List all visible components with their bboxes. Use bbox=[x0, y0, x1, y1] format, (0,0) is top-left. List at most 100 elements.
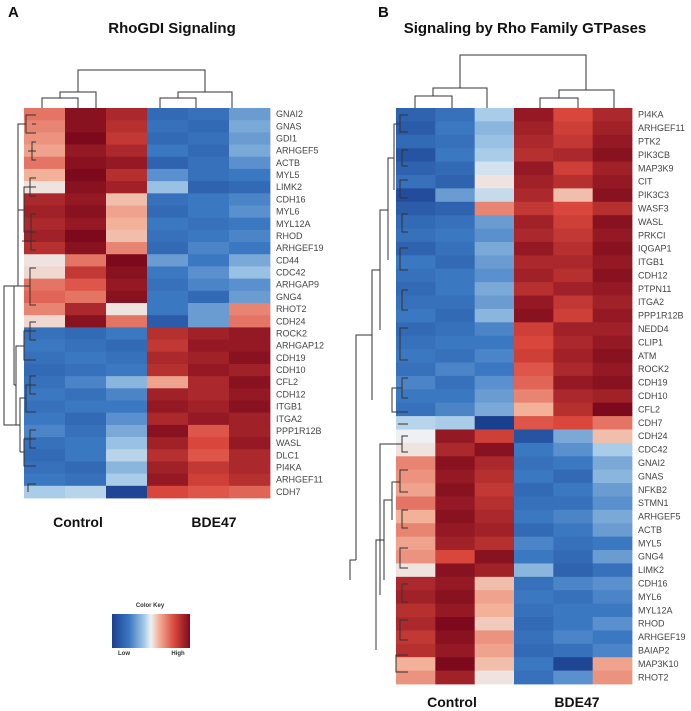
heat-cell bbox=[514, 322, 554, 337]
heat-cell bbox=[24, 339, 66, 353]
heat-cell bbox=[592, 349, 633, 363]
heat-cell bbox=[229, 315, 271, 328]
heat-cell bbox=[553, 483, 594, 497]
heat-cell bbox=[24, 132, 66, 145]
heat-cell bbox=[435, 536, 476, 551]
heat-cell bbox=[24, 181, 66, 194]
heat-cell bbox=[229, 351, 271, 365]
heat-cell bbox=[592, 268, 633, 283]
gene-label: CDH24 bbox=[276, 316, 306, 326]
heat-cell bbox=[553, 255, 594, 270]
heat-cell bbox=[474, 174, 515, 189]
heat-cell bbox=[188, 400, 230, 414]
heat-cell bbox=[396, 362, 436, 377]
heat-cell bbox=[514, 496, 554, 511]
heat-cell bbox=[553, 282, 594, 296]
heat-cell bbox=[188, 168, 230, 182]
heat-cell bbox=[396, 550, 436, 564]
heat-cell bbox=[24, 485, 66, 499]
heat-cell bbox=[553, 295, 594, 310]
heat-cell bbox=[188, 144, 230, 158]
heat-cell bbox=[147, 156, 189, 170]
gene-label: PI4KA bbox=[638, 110, 664, 120]
gene-label: ACTB bbox=[276, 158, 300, 168]
heat-cell bbox=[474, 308, 515, 323]
heat-cell bbox=[147, 449, 189, 462]
heat-cell bbox=[65, 266, 107, 280]
heat-cell bbox=[106, 449, 148, 462]
heat-cell bbox=[106, 303, 148, 316]
group-label-bde47-b: BDE47 bbox=[554, 694, 599, 710]
heat-cell bbox=[474, 402, 515, 417]
heat-cell bbox=[553, 161, 594, 176]
heat-cell bbox=[396, 563, 436, 578]
heat-cell bbox=[188, 437, 230, 450]
heat-cell bbox=[147, 181, 189, 194]
gene-label: PIK3CB bbox=[638, 150, 670, 160]
heat-cell bbox=[592, 215, 633, 229]
heat-cell bbox=[514, 362, 554, 377]
gene-label: WASL bbox=[276, 438, 301, 448]
heat-cell bbox=[553, 469, 594, 484]
heat-cell bbox=[396, 121, 436, 136]
heat-cell bbox=[229, 303, 271, 316]
heat-cell bbox=[147, 461, 189, 475]
color-key-low: Low bbox=[118, 651, 130, 657]
heat-cell bbox=[106, 254, 148, 267]
heat-cell bbox=[435, 282, 476, 296]
gene-label: PTK2 bbox=[638, 136, 661, 146]
heat-cell bbox=[514, 295, 554, 310]
heat-cell bbox=[229, 181, 271, 194]
heat-cell bbox=[24, 424, 66, 438]
heat-cell bbox=[396, 402, 436, 417]
gene-label: CDH7 bbox=[276, 487, 301, 497]
heat-cell bbox=[188, 132, 230, 145]
heat-cell bbox=[147, 193, 189, 206]
gene-label: CDH19 bbox=[638, 378, 668, 388]
heat-cell bbox=[474, 389, 515, 404]
heat-cell bbox=[147, 266, 189, 280]
gene-label: BAIAP2 bbox=[638, 646, 670, 656]
heat-cell bbox=[435, 268, 476, 283]
gene-label: MYL12A bbox=[638, 605, 673, 615]
heat-cell bbox=[396, 456, 436, 471]
heat-cell bbox=[147, 120, 189, 133]
heat-cell bbox=[435, 469, 476, 484]
gene-label: CD44 bbox=[276, 255, 299, 265]
heat-cell bbox=[106, 461, 148, 475]
heat-cell bbox=[106, 400, 148, 414]
heat-cell bbox=[435, 241, 476, 256]
heat-cell bbox=[435, 550, 476, 564]
heat-cell bbox=[553, 402, 594, 417]
heat-cell bbox=[65, 217, 107, 231]
heat-cell bbox=[65, 363, 107, 377]
heat-cell bbox=[474, 161, 515, 176]
heat-cell bbox=[229, 108, 271, 121]
gene-labels-b: PI4KA ARHGEF11 PTK2 PIK3CB MAP3K9 CIT PIK3C3 WA… bbox=[638, 110, 686, 683]
heat-cell bbox=[65, 205, 107, 219]
gene-label: CDH16 bbox=[638, 579, 668, 589]
heat-cell bbox=[474, 550, 515, 564]
gene-label: ARHGEF19 bbox=[276, 243, 324, 253]
gene-label: RHOD bbox=[638, 619, 665, 629]
gene-label: LIMK2 bbox=[276, 182, 302, 192]
heat-cell bbox=[553, 617, 594, 631]
heat-cell bbox=[474, 188, 515, 203]
heat-cell bbox=[474, 241, 515, 256]
heat-cell bbox=[514, 308, 554, 323]
gene-label: CDH7 bbox=[638, 418, 663, 428]
heat-cell bbox=[592, 469, 633, 484]
heat-cell bbox=[474, 523, 515, 538]
heat-cell bbox=[592, 282, 633, 296]
heat-cell bbox=[592, 335, 633, 350]
heat-cell bbox=[435, 335, 476, 350]
gene-label: GNG4 bbox=[638, 552, 664, 562]
heat-cell bbox=[592, 375, 633, 390]
heat-cell bbox=[514, 630, 554, 645]
heat-cell bbox=[188, 217, 230, 231]
heat-cell bbox=[435, 630, 476, 645]
gene-label: PIK3C3 bbox=[638, 190, 669, 200]
heat-cell bbox=[396, 268, 436, 283]
gene-label: STMN1 bbox=[638, 498, 669, 508]
heat-cell bbox=[229, 388, 271, 401]
